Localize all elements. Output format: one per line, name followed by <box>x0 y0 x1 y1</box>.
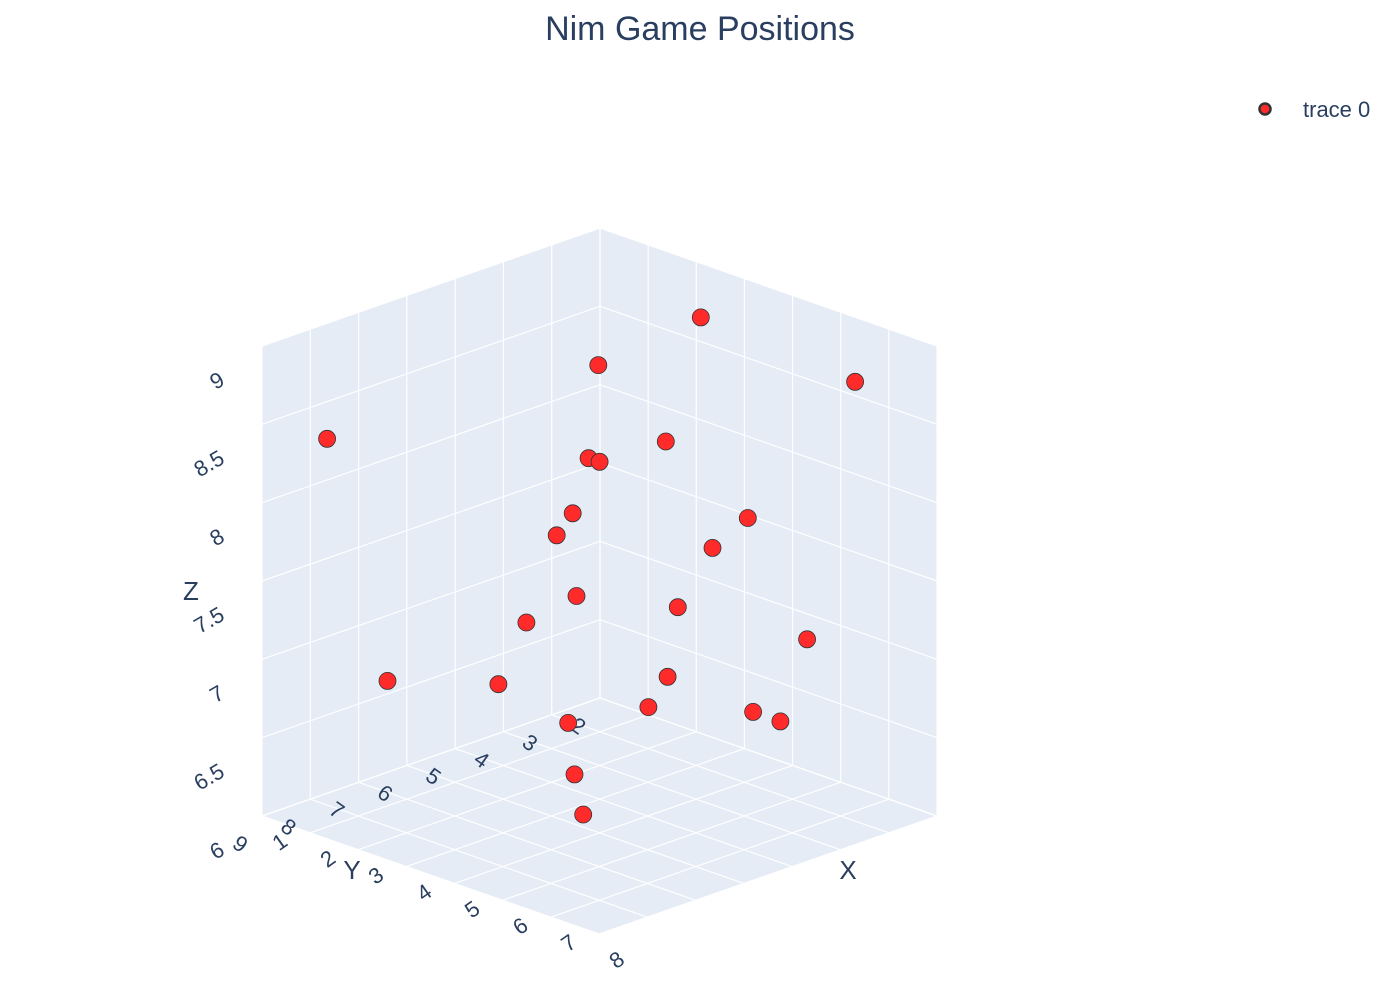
data-point <box>378 672 397 690</box>
x-gridline-floor <box>598 815 938 935</box>
z-tick-label: 6 <box>205 837 228 865</box>
z-gridline-left <box>261 305 601 425</box>
z-gridline-left <box>261 697 601 817</box>
z-tick-label: 9 <box>205 367 228 395</box>
data-point <box>846 372 864 391</box>
z-gridline-right <box>599 697 938 817</box>
y-axis-title: Y <box>343 855 360 885</box>
x-axis-title: X <box>839 855 856 885</box>
z-tick-label: 6.5 <box>190 758 229 795</box>
y-gridline-floor <box>406 764 745 884</box>
data-point <box>489 675 508 694</box>
x-gridline-floor <box>358 731 697 851</box>
data-point <box>563 504 582 523</box>
x-tick-label: 8 <box>605 946 629 974</box>
z-gridline-right <box>599 540 938 660</box>
data-point <box>589 356 608 375</box>
z-gridline-right <box>599 462 938 582</box>
z-tick-label: 8.5 <box>190 445 229 482</box>
data-point <box>658 667 677 686</box>
x-gridline-floor <box>406 748 745 868</box>
data-point <box>565 765 584 784</box>
z-gridline-left <box>261 462 601 582</box>
y-gridline-floor <box>454 748 793 868</box>
z-gridline-right <box>599 227 938 347</box>
data-point <box>590 452 609 471</box>
legend-marker <box>1258 102 1272 116</box>
z-gridline-left <box>261 384 601 504</box>
x-gridline-floor <box>502 781 841 901</box>
y-gridline-floor <box>358 781 696 901</box>
data-point <box>547 526 566 545</box>
data-point <box>318 429 337 448</box>
x-gridline-floor <box>454 764 793 884</box>
z-gridline-right <box>599 619 938 739</box>
z-axis-title: Z <box>183 576 199 606</box>
y-gridline-floor <box>503 731 841 851</box>
z-gridline-right <box>599 305 938 425</box>
z-tick-label: 7 <box>205 680 228 708</box>
z-gridline-left <box>261 227 601 347</box>
y-gridline-floor <box>261 815 600 935</box>
chart-title: Nim Game Positions <box>545 10 855 48</box>
x-tick-label: 6 <box>508 912 532 940</box>
y-gridline-floor <box>551 714 889 834</box>
data-point <box>567 587 586 605</box>
data-point <box>798 630 816 649</box>
data-point <box>738 509 757 527</box>
z-gridline-left <box>261 540 601 660</box>
legend[interactable]: trace 0 <box>1258 97 1371 122</box>
data-point <box>639 698 658 716</box>
legend-item-label: trace 0 <box>1303 97 1370 122</box>
x-tick-label: 2 <box>316 845 340 873</box>
x-gridline-floor <box>550 798 890 918</box>
z-gridline-left <box>261 619 601 739</box>
data-point <box>771 712 790 731</box>
data-point <box>656 432 675 451</box>
data-point <box>691 308 710 327</box>
data-point <box>574 805 593 824</box>
data-point <box>703 539 722 557</box>
z-tick-label: 7.5 <box>190 602 229 639</box>
z-tick-label: 8 <box>205 523 228 551</box>
data-point <box>744 703 762 721</box>
data-point <box>668 598 687 617</box>
x-tick-label: 5 <box>460 896 484 924</box>
y-tick-label: 9 <box>228 830 252 858</box>
data-point <box>517 613 536 632</box>
y-gridline-floor <box>310 798 648 918</box>
data-markers <box>318 308 864 824</box>
x-tick-label: 7 <box>556 929 580 957</box>
z-gridline-right <box>599 384 938 504</box>
x-tick-label: 3 <box>364 862 388 890</box>
data-point <box>559 714 578 732</box>
x-gridline-floor <box>309 714 649 834</box>
x-tick-label: 4 <box>412 879 436 907</box>
